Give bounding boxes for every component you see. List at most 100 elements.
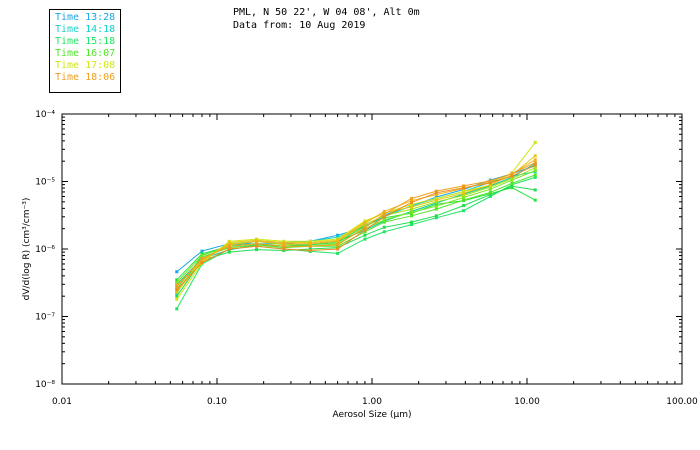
data-point: [382, 212, 386, 216]
data-point: [175, 297, 179, 301]
y-tick-label: 10⁻⁵: [35, 178, 55, 188]
data-point: [462, 186, 466, 190]
data-point: [175, 270, 179, 274]
data-point: [175, 290, 179, 294]
data-point: [462, 204, 466, 208]
data-point: [227, 250, 231, 254]
data-point: [462, 184, 466, 188]
data-point: [200, 255, 204, 259]
data-point: [488, 187, 492, 191]
data-point: [175, 288, 179, 292]
data-point: [200, 254, 204, 258]
x-tick-label: 0.01: [52, 397, 72, 407]
data-point: [336, 251, 340, 255]
x-tick-label: 0.10: [207, 397, 227, 407]
data-point: [227, 244, 231, 248]
legend-item: Time 18:06: [55, 72, 116, 83]
data-point: [533, 169, 537, 173]
data-point: [462, 191, 466, 195]
data-point: [308, 247, 312, 251]
data-date: Data from: 10 Aug 2019: [233, 20, 366, 31]
data-point: [434, 216, 438, 220]
station-info: PML, N 50 22', W 04 08', Alt 0m: [233, 7, 420, 18]
data-point: [308, 242, 312, 246]
legend-item: Time 15:18: [55, 36, 116, 47]
data-point: [382, 230, 386, 234]
series-group: [175, 140, 537, 311]
data-point: [434, 202, 438, 206]
data-point: [382, 209, 386, 213]
series-line: [176, 159, 536, 286]
data-point: [533, 198, 537, 202]
data-point: [533, 173, 537, 177]
data-point: [336, 243, 340, 247]
data-point: [434, 214, 438, 218]
data-point: [175, 280, 179, 284]
data-point: [200, 249, 204, 253]
data-point: [462, 190, 466, 194]
y-tick-label: 10⁻⁴: [35, 110, 55, 120]
data-point: [462, 194, 466, 198]
y-tick-label: 10⁻⁶: [35, 245, 55, 255]
data-point: [462, 198, 466, 202]
data-point: [434, 198, 438, 202]
data-point: [255, 244, 259, 248]
data-point: [336, 247, 340, 251]
data-point: [533, 158, 537, 162]
legend-item: Time 16:07: [55, 48, 116, 59]
data-point: [336, 233, 340, 237]
x-tick-label: 100.00: [666, 397, 698, 407]
y-axis-label: dV/d(log R) (cm³/cm⁻³): [22, 198, 32, 301]
legend-item: Time 17:08: [55, 60, 116, 71]
data-point: [175, 278, 179, 282]
data-point: [200, 252, 204, 256]
data-point: [382, 215, 386, 219]
data-point: [488, 183, 492, 187]
data-point: [410, 210, 414, 214]
x-tick-label: 10.00: [514, 397, 540, 407]
data-point: [255, 239, 259, 243]
data-point: [363, 225, 367, 229]
data-point: [227, 247, 231, 251]
data-point: [336, 235, 340, 239]
data-point: [175, 294, 179, 298]
y-tick-label: 10⁻⁷: [35, 313, 55, 323]
data-point: [488, 194, 492, 198]
data-point: [227, 240, 231, 244]
data-point: [255, 242, 259, 246]
data-point: [434, 204, 438, 208]
data-point: [410, 223, 414, 227]
series-line: [176, 162, 536, 287]
data-point: [363, 230, 367, 234]
data-point: [410, 200, 414, 204]
data-point: [282, 247, 286, 251]
data-point: [434, 196, 438, 200]
data-point: [410, 205, 414, 209]
data-point: [510, 174, 514, 178]
data-point: [488, 185, 492, 189]
data-point: [382, 220, 386, 224]
series-line: [176, 165, 536, 273]
data-point: [363, 233, 367, 237]
axis-ticks: 0.01 0.10 1.00 10.00 100.00 10⁻⁸ 10⁻⁷ 10⁻⁶ 10⁻⁵ 1…: [35, 110, 698, 407]
data-point: [175, 284, 179, 288]
data-point: [510, 186, 514, 190]
data-point: [533, 188, 537, 192]
data-point: [255, 248, 259, 252]
chart-header: PML, N 50 22', W 04 08', Alt 0m Data fro…: [233, 6, 420, 32]
data-point: [282, 244, 286, 248]
data-point: [533, 175, 537, 179]
x-tick-label: 1.00: [362, 397, 382, 407]
data-point: [510, 172, 514, 176]
data-point: [434, 207, 438, 211]
data-point: [488, 190, 492, 194]
data-point: [175, 307, 179, 311]
data-point: [434, 191, 438, 195]
data-point: [410, 207, 414, 211]
data-point: [410, 220, 414, 224]
data-point: [488, 181, 492, 185]
data-point: [410, 214, 414, 218]
legend-item: Time 14:18: [55, 24, 116, 35]
data-point: [200, 257, 204, 261]
series-line: [176, 142, 536, 300]
